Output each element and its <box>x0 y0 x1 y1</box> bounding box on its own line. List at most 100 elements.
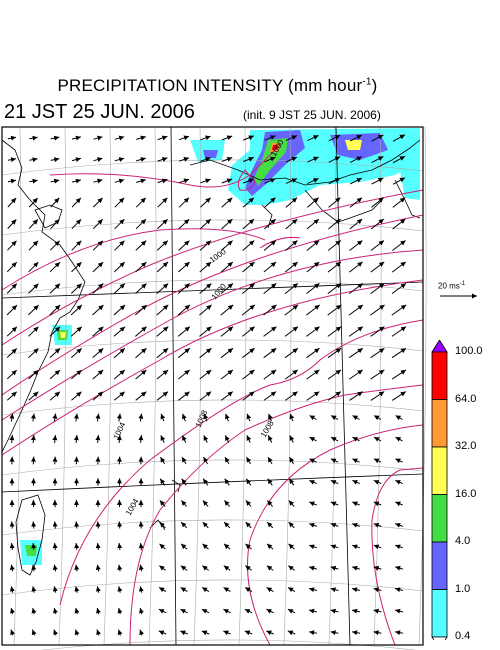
wind-arrow <box>263 261 277 273</box>
isobar-line <box>247 424 424 646</box>
wind-arrow <box>285 197 298 208</box>
wind-arrow <box>200 197 211 208</box>
wind-arrow <box>180 565 188 571</box>
wind-arrow <box>96 629 101 636</box>
wind-arrow <box>9 564 15 572</box>
wind-arrow <box>309 544 317 550</box>
wind-arrow <box>221 156 233 162</box>
wind-arrow <box>264 197 276 208</box>
wind-arrow <box>224 456 230 465</box>
wind-arrow <box>114 157 125 162</box>
wind-arrow <box>135 326 147 337</box>
wind-arrow <box>223 630 231 636</box>
wind-arrow <box>178 135 190 141</box>
wind-arrow <box>28 348 39 358</box>
grid-meridian <box>103 126 112 646</box>
isobar-line <box>1 189 424 346</box>
wind-arrow <box>284 261 299 273</box>
wind-arrow <box>307 134 319 142</box>
wind-arrow <box>31 564 37 572</box>
wind-arrow <box>348 326 364 337</box>
wind-arrow <box>373 608 382 614</box>
wind-arrow <box>31 521 37 529</box>
wind-arrow <box>157 197 168 208</box>
wind-arrow <box>31 543 37 550</box>
grid-bold-meridian <box>335 126 351 646</box>
wind-arrow <box>330 630 339 636</box>
wind-arrow <box>289 435 295 443</box>
wind-arrow <box>159 565 166 571</box>
colorbar-tick-label: 64.0 <box>455 392 477 405</box>
wind-arrow <box>28 197 39 208</box>
wind-arrow <box>7 197 17 208</box>
grid-parallel <box>1 519 424 536</box>
wind-arrow <box>139 607 144 615</box>
wind-arrow <box>306 261 320 273</box>
wind-arrow <box>288 478 295 486</box>
wind-arrow <box>95 564 101 572</box>
wind-arrow <box>221 197 233 208</box>
wind-arrow <box>241 326 256 337</box>
wind-arrow <box>328 197 341 208</box>
wind-arrow <box>370 347 385 359</box>
wind-arrow <box>113 391 126 401</box>
wind-arrow <box>371 177 384 185</box>
wind-arrow <box>135 391 147 401</box>
wind-arrow <box>93 135 103 141</box>
wind-arrow <box>52 413 58 422</box>
wind-arrow <box>327 369 342 380</box>
wind-arrow <box>201 630 210 636</box>
coastline <box>171 479 181 493</box>
wind-arrow <box>138 543 144 550</box>
wind-arrow <box>201 608 210 614</box>
colorbar-bottom-triangle <box>431 636 448 640</box>
wind-arrow <box>263 218 277 230</box>
wind-arrow <box>28 326 39 337</box>
wind-arrow <box>306 240 320 251</box>
colorbar-segment <box>431 494 448 543</box>
title-unit-exponent: -1 <box>362 76 372 88</box>
wind-arrow <box>178 240 190 251</box>
grid-parallel <box>1 219 424 236</box>
wind-arrow <box>284 283 299 294</box>
wind-arrow <box>201 586 210 593</box>
wind-arrow <box>220 326 234 337</box>
wind-arrow <box>177 304 191 316</box>
wind-arrow <box>349 197 363 208</box>
wind-arrow <box>158 630 167 636</box>
wind-arrow <box>266 586 274 593</box>
wind-arrow <box>307 156 319 163</box>
wind-arrow <box>134 304 148 316</box>
wind-arrow <box>95 521 101 529</box>
wind-arrow <box>6 304 18 316</box>
wind-arrow <box>113 347 126 359</box>
wind-arrow <box>330 436 339 442</box>
isobar-line <box>237 169 256 191</box>
wind-arrow <box>92 240 104 251</box>
wind-arrow <box>116 413 122 422</box>
wind-arrow <box>223 521 231 529</box>
precip-area <box>25 545 37 556</box>
wind-arrow <box>245 478 252 486</box>
grid-bold-meridian <box>170 126 177 646</box>
wind-arrow <box>288 543 295 550</box>
wind-arrow <box>330 587 339 593</box>
wind-arrow <box>113 261 126 273</box>
wind-arrow <box>203 456 209 465</box>
wind-arrow <box>117 564 123 572</box>
wind-arrow <box>200 178 211 184</box>
wind-arrow <box>309 501 317 507</box>
wind-arrow <box>352 522 360 528</box>
wind-arrow <box>116 435 122 443</box>
wind-arrow <box>373 522 382 528</box>
wind-arrow <box>289 413 295 422</box>
wind-arrow <box>177 283 191 294</box>
wind-arrow <box>287 608 296 614</box>
wind-arrow <box>71 261 82 273</box>
wind-arrow <box>373 544 382 550</box>
wind-arrow <box>221 240 233 251</box>
wind-arrow <box>180 521 188 529</box>
wind-arrow <box>242 347 255 359</box>
wind-arrow <box>160 413 166 422</box>
wind-arrow <box>158 586 167 593</box>
